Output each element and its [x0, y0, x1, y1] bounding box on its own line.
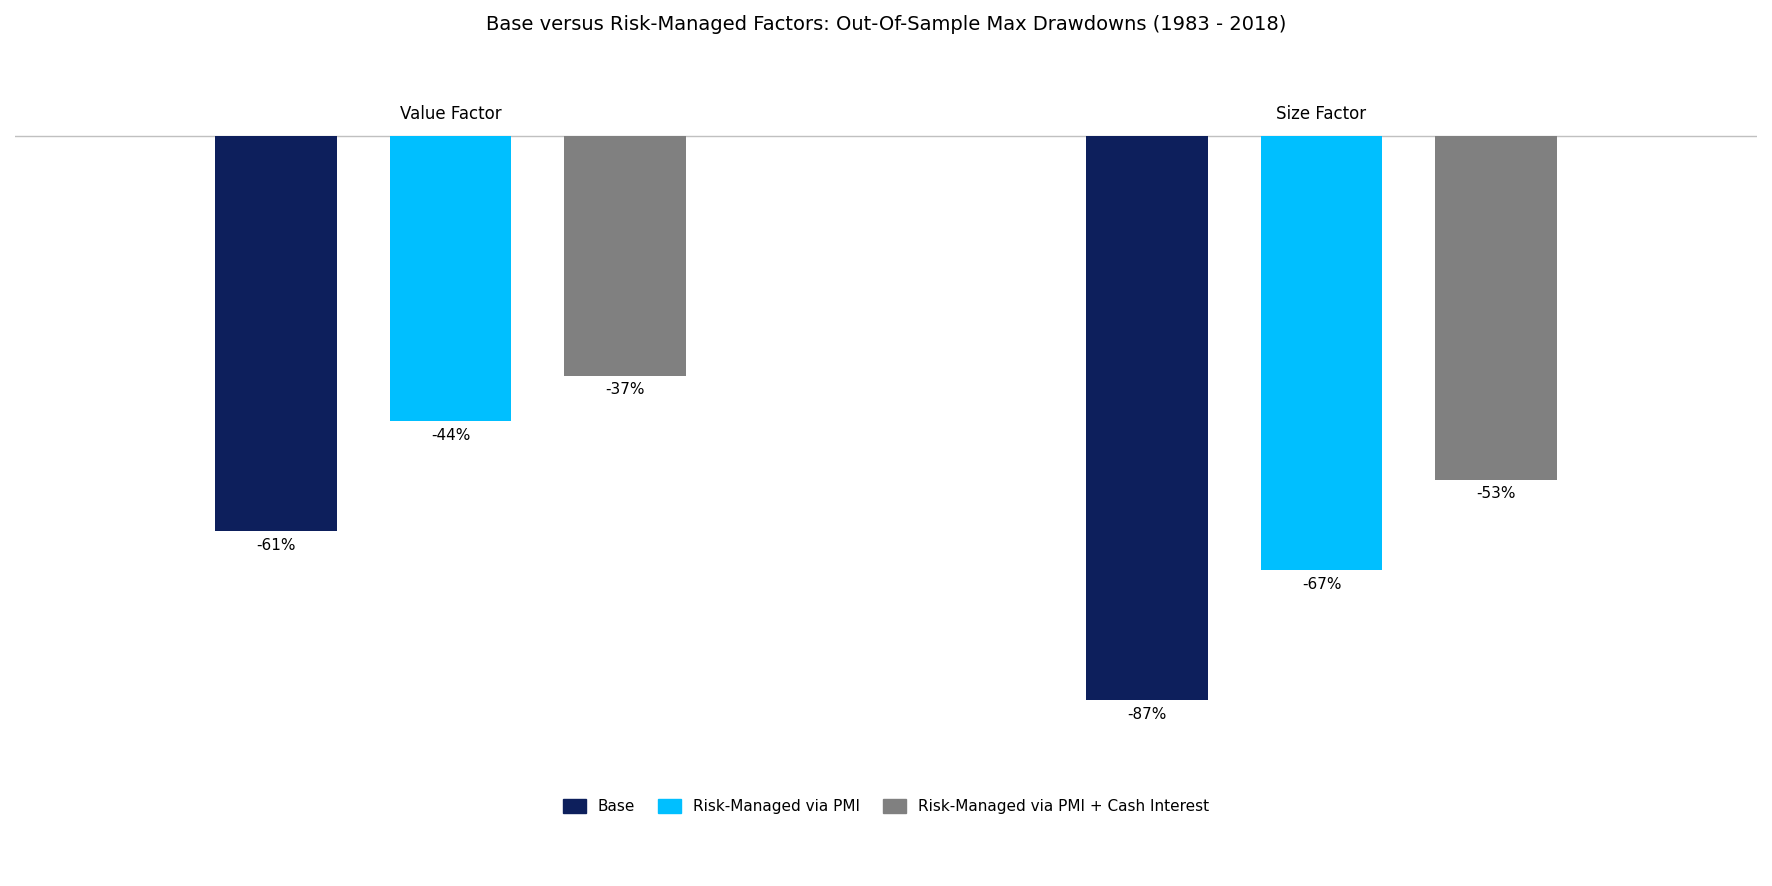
Bar: [390, 136, 512, 421]
Bar: [563, 136, 686, 376]
Text: Value Factor: Value Factor: [400, 105, 501, 122]
Bar: [1435, 136, 1556, 479]
Text: -44%: -44%: [431, 428, 470, 443]
Text: Size Factor: Size Factor: [1276, 105, 1366, 122]
Bar: [1086, 136, 1209, 700]
Text: -87%: -87%: [1127, 707, 1168, 722]
Text: -67%: -67%: [1302, 577, 1341, 592]
Text: -61%: -61%: [257, 538, 296, 553]
Text: -37%: -37%: [604, 382, 645, 397]
Text: -53%: -53%: [1476, 486, 1515, 501]
Bar: [216, 136, 337, 532]
Title: Base versus Risk-Managed Factors: Out-Of-Sample Max Drawdowns (1983 - 2018): Base versus Risk-Managed Factors: Out-Of…: [486, 15, 1286, 34]
Bar: [1260, 136, 1382, 571]
Legend: Base, Risk-Managed via PMI, Risk-Managed via PMI + Cash Interest: Base, Risk-Managed via PMI, Risk-Managed…: [556, 793, 1216, 820]
